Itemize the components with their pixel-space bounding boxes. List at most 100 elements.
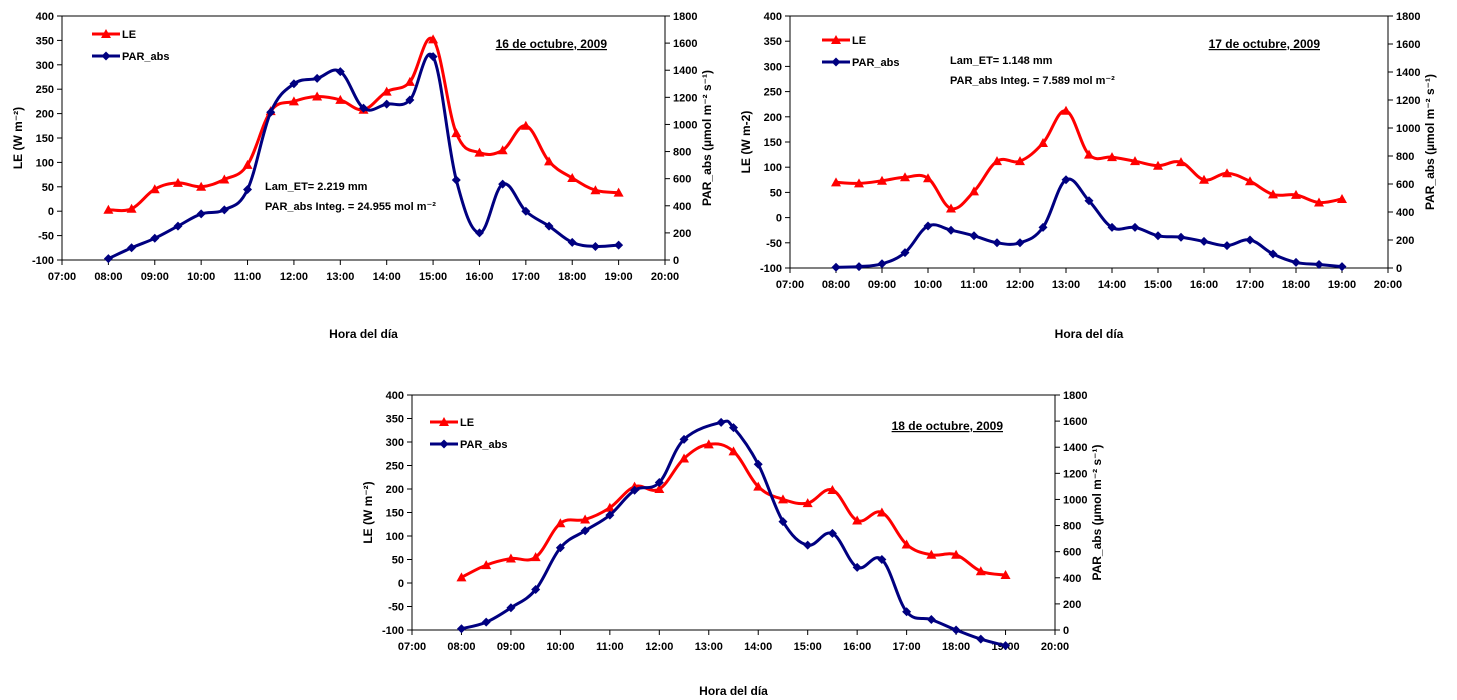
y-left-tick-label: 350 [764, 36, 782, 48]
y-left-tick-label: -100 [382, 625, 404, 637]
y-left-tick-label: 200 [764, 112, 782, 124]
data-point [969, 186, 979, 196]
x-tick-label: 16:00 [465, 271, 493, 283]
x-tick-label: 15:00 [794, 641, 822, 653]
data-point [150, 233, 160, 243]
data-point [831, 262, 841, 272]
data-point [852, 562, 862, 572]
data-point [382, 99, 392, 109]
data-point [1176, 157, 1186, 167]
y-left-tick-label: 400 [36, 11, 54, 23]
legend-marker [101, 29, 111, 38]
y-left-tick-label: 200 [386, 484, 404, 496]
series-par-abs [831, 175, 1347, 272]
y-right-axis-label: PAR_abs (µmol m⁻² s⁻¹) [1090, 444, 1104, 580]
x-tick-label: 13:00 [326, 271, 354, 283]
data-point [127, 243, 137, 253]
data-point [335, 94, 346, 104]
data-point [474, 147, 485, 157]
y-right-tick-label: 1200 [1063, 468, 1087, 480]
data-point [498, 179, 508, 189]
annotation: PAR_abs Integ. = 24.955 mol m⁻² [265, 201, 436, 213]
data-point [951, 625, 961, 635]
data-point [126, 203, 137, 213]
data-point [1314, 260, 1324, 269]
x-tick-label: 16:00 [843, 641, 871, 653]
chart-3: 07:00 08:00 09:00 10:00 11:00 12:00 13:00 14:00… [361, 390, 1104, 698]
data-point [777, 494, 788, 504]
y-left-tick-label: 250 [386, 461, 404, 473]
data-point [877, 175, 887, 185]
y-left-tick-label: 50 [770, 187, 782, 199]
x-tick-label: 20:00 [1041, 641, 1069, 653]
legend-label: PAR_abs [460, 439, 507, 451]
data-point [580, 514, 591, 524]
data-point [605, 510, 615, 520]
data-point [451, 175, 461, 185]
data-point [923, 221, 933, 231]
data-point [1222, 241, 1232, 251]
data-point [544, 221, 554, 231]
data-point [802, 498, 813, 508]
x-tick-label: 18:00 [558, 271, 586, 283]
data-point [505, 553, 516, 563]
data-point [716, 417, 726, 427]
data-point [196, 181, 207, 191]
data-point [1199, 236, 1209, 246]
y-left-tick-label: 300 [764, 61, 782, 73]
series-le [831, 105, 1347, 213]
y-right-tick-label: 0 [673, 255, 679, 267]
data-point [196, 209, 206, 219]
data-point [1015, 238, 1025, 248]
chart-title: 18 de octubre, 2009 [892, 419, 1004, 433]
data-point [1061, 175, 1071, 185]
data-point [1130, 156, 1140, 166]
data-point [497, 145, 508, 155]
y-right-tick-label: 1400 [673, 65, 697, 77]
data-point [1130, 222, 1140, 232]
y-left-tick-label: 350 [36, 35, 54, 47]
y-left-tick-label: 100 [764, 162, 782, 174]
data-point [456, 624, 466, 634]
y-left-tick-label: -50 [388, 602, 404, 614]
data-point [902, 607, 912, 617]
y-right-tick-label: 1000 [1063, 494, 1087, 506]
data-point [729, 423, 738, 433]
data-point [900, 172, 910, 182]
y-left-tick-label: 250 [764, 87, 782, 99]
data-point [901, 539, 912, 549]
y-left-tick-label: 300 [386, 437, 404, 449]
x-tick-label: 19:00 [1328, 279, 1356, 291]
series-par-abs [103, 52, 624, 264]
y-left-tick-label: -50 [38, 231, 54, 243]
y-right-tick-label: 800 [1063, 521, 1081, 533]
data-point [474, 228, 484, 238]
x-tick-label: 20:00 [651, 271, 679, 283]
data-point [242, 159, 253, 169]
data-point [831, 177, 841, 187]
x-axis-label: Hora del día [699, 684, 768, 698]
data-point [531, 585, 541, 595]
data-point [149, 184, 160, 194]
legend-label: LE [852, 35, 866, 47]
legend-marker [831, 35, 841, 44]
y-right-tick-label: 1600 [1396, 39, 1420, 51]
series-le [456, 439, 1011, 582]
x-tick-label: 15:00 [419, 271, 447, 283]
y-right-tick-label: 1000 [673, 119, 697, 131]
x-tick-label: 10:00 [546, 641, 574, 653]
annotation: PAR_abs Integ. = 7.589 mol m⁻² [950, 75, 1115, 87]
data-point [1268, 189, 1278, 199]
legend-marker [439, 417, 449, 426]
data-point [654, 484, 665, 493]
y-right-tick-label: 1200 [1396, 95, 1420, 107]
x-tick-label: 08:00 [447, 641, 475, 653]
x-tick-label: 14:00 [744, 641, 772, 653]
x-tick-label: 07:00 [776, 279, 804, 291]
data-point [613, 187, 624, 197]
y-left-tick-label: 250 [36, 84, 54, 96]
legend-label: PAR_abs [852, 57, 899, 69]
y-right-tick-label: 400 [1063, 573, 1081, 585]
y-left-tick-label: -50 [766, 238, 782, 250]
legend-marker [101, 51, 111, 61]
